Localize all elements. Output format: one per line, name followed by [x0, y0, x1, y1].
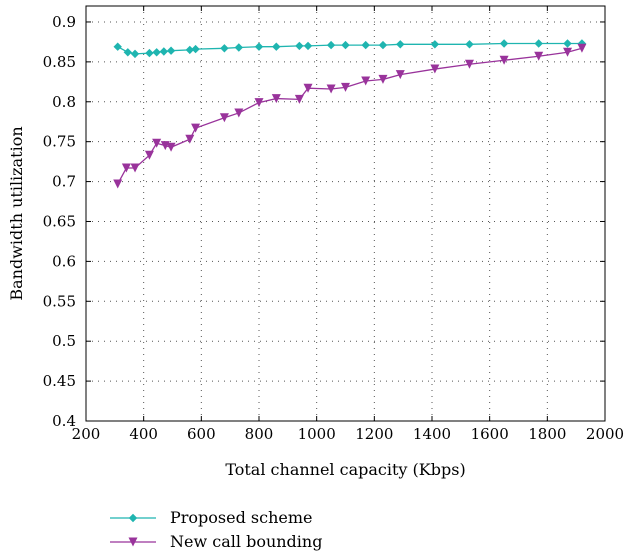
- x-tick-label: 1200: [355, 425, 393, 443]
- x-tick-label: 200: [72, 425, 101, 443]
- legend-item: Proposed scheme: [110, 508, 313, 527]
- data-point: [465, 40, 474, 49]
- y-tick-label: 0.85: [43, 53, 76, 71]
- data-point: [159, 47, 169, 56]
- y-tick-label: 0.6: [52, 252, 76, 270]
- y-axis-title: Bandwidth utilization: [7, 126, 26, 300]
- data-point: [166, 142, 176, 152]
- data-point: [220, 44, 229, 53]
- data-point: [499, 39, 509, 48]
- data-point: [534, 39, 543, 48]
- legend-marker: [128, 513, 138, 523]
- x-tick-label: 2000: [586, 425, 624, 443]
- data-point: [191, 123, 201, 133]
- data-point: [113, 42, 122, 51]
- legend: Proposed scheme New call bounding: [110, 508, 322, 551]
- data-point: [234, 43, 244, 52]
- series-proposed-scheme: [113, 39, 587, 59]
- data-point: [234, 108, 244, 118]
- data-point: [295, 41, 304, 51]
- x-tick-label: 800: [245, 425, 274, 443]
- data-point: [144, 150, 154, 160]
- data-point: [152, 138, 162, 148]
- y-tick-label: 0.5: [52, 332, 76, 350]
- data-point: [130, 163, 140, 173]
- y-tick-label: 0.45: [43, 372, 76, 390]
- data-point: [219, 113, 229, 123]
- data-point: [464, 59, 474, 69]
- data-point: [272, 42, 281, 51]
- x-tick-label: 600: [187, 425, 216, 443]
- data-point: [378, 40, 388, 50]
- data-point: [191, 44, 200, 54]
- plot-frame: [85, 5, 606, 422]
- series: [113, 39, 587, 189]
- data-point: [326, 84, 336, 94]
- data-point: [563, 47, 573, 57]
- data-point: [185, 134, 195, 144]
- data-point: [341, 82, 350, 92]
- y-tick-label: 0.65: [43, 212, 76, 230]
- data-point: [123, 48, 133, 57]
- data-point: [534, 51, 544, 61]
- x-tick-label: 1600: [471, 425, 509, 443]
- data-point: [145, 48, 154, 58]
- data-point: [294, 94, 304, 104]
- legend-label: New call bounding: [170, 532, 322, 551]
- series-line: [117, 47, 583, 185]
- y-tick-label: 0.9: [52, 13, 76, 31]
- data-point: [361, 40, 370, 50]
- x-tick-label: 400: [129, 425, 158, 443]
- y-tick-label: 0.7: [52, 173, 76, 191]
- data-point: [152, 48, 161, 57]
- data-point: [396, 40, 405, 49]
- y-tick-label: 0.4: [52, 412, 76, 430]
- series-new-call-bounding: [113, 43, 587, 189]
- x-tick-label: 1800: [528, 425, 566, 443]
- y-tick-label: 0.55: [43, 292, 76, 310]
- data-point: [271, 94, 281, 104]
- legend-item: New call bounding: [110, 532, 322, 551]
- legend-marker: [128, 537, 138, 547]
- data-point: [395, 70, 405, 80]
- data-point: [121, 163, 131, 173]
- data-point: [499, 55, 509, 65]
- y-tick-label: 0.75: [43, 133, 76, 151]
- data-point: [430, 64, 440, 74]
- y-tick-label: 0.8: [52, 93, 76, 111]
- x-tick-label: 1000: [298, 425, 336, 443]
- data-point: [326, 40, 336, 50]
- data-point: [430, 40, 440, 49]
- data-point: [341, 40, 350, 50]
- data-point: [303, 41, 313, 51]
- data-point: [254, 98, 264, 108]
- legend-label: Proposed scheme: [170, 508, 313, 527]
- data-point: [361, 76, 371, 86]
- x-axis-title: Total channel capacity (Kbps): [225, 460, 465, 479]
- data-point: [563, 39, 572, 48]
- data-point: [130, 49, 140, 59]
- data-point: [378, 74, 388, 84]
- data-point: [577, 43, 587, 53]
- data-point: [185, 45, 194, 55]
- x-tick-label: 1400: [413, 425, 451, 443]
- data-point: [303, 83, 313, 93]
- data-point: [113, 179, 123, 189]
- data-point: [254, 42, 264, 51]
- grid: [86, 6, 605, 421]
- data-point: [166, 46, 176, 55]
- axis-ticks: 200 400 600 800 1000 1200 1400 1600 1800 2000 0.4 0…: [43, 6, 624, 443]
